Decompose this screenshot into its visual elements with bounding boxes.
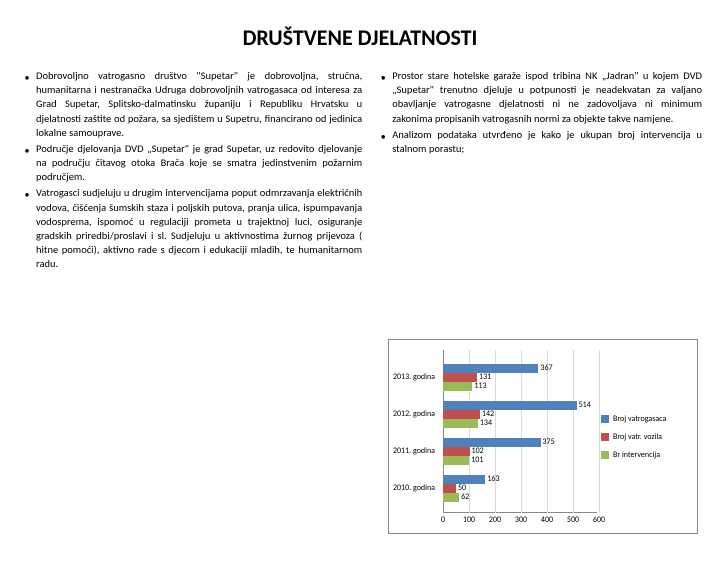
chart-gridline <box>547 350 548 513</box>
chart-gridline <box>521 350 522 513</box>
bullet-item: • Analizom podataka utvrđeno je kako je … <box>374 128 702 156</box>
chart-x-tick: 300 <box>515 515 527 525</box>
bullet-text: Područje djelovanja DVD „Supetar" je gra… <box>36 142 362 185</box>
bullet-item: • Područje djelovanja DVD „Supetar" je g… <box>18 142 362 185</box>
chart-bar <box>443 401 577 410</box>
chart-legend-item: Broj vatrogasaca <box>601 414 693 424</box>
bullet-dot-icon: • <box>374 69 392 126</box>
chart-bar <box>443 447 470 456</box>
chart-gridline <box>573 350 574 513</box>
chart-bar <box>443 438 541 447</box>
chart-bar-label: 101 <box>469 455 483 465</box>
chart-legend-label: Br intervencija <box>613 450 660 460</box>
bullet-text: Vatrogasci sudjeluju u drugim intervenci… <box>36 186 362 271</box>
chart-bar <box>443 419 478 428</box>
chart-bar-label: 367 <box>538 363 552 373</box>
chart-legend-swatch <box>601 415 609 423</box>
chart-bar <box>443 410 480 419</box>
right-column: • Prostor stare hotelske garaže ispod tr… <box>368 69 702 273</box>
chart-plot-area: 01002003004005006002013. godina367131113… <box>389 340 601 533</box>
chart-x-tick: 100 <box>463 515 475 525</box>
bullet-dot-icon: • <box>18 142 36 185</box>
chart-x-tick: 500 <box>567 515 579 525</box>
chart-y-category: 2012. godina <box>389 409 439 419</box>
interventions-chart: 01002003004005006002013. godina367131113… <box>388 339 698 534</box>
chart-gridline <box>495 350 496 513</box>
bullet-item: • Prostor stare hotelske garaže ispod tr… <box>374 69 702 126</box>
bullet-dot-icon: • <box>18 69 36 140</box>
chart-bar-label: 113 <box>472 381 486 391</box>
chart-gridline <box>599 350 600 513</box>
chart-legend-item: Broj vatr. vozila <box>601 432 693 442</box>
content-columns: • Dobrovoljno vatrogasno društvo "Supeta… <box>0 69 720 273</box>
page-title: DRUŠTVENE DJELATNOSTI <box>0 24 720 51</box>
chart-bar-label: 163 <box>485 474 499 484</box>
bullet-text: Prostor stare hotelske garaže ispod trib… <box>392 69 702 126</box>
chart-bar-label: 375 <box>541 437 555 447</box>
chart-bar <box>443 456 469 465</box>
chart-legend-label: Broj vatr. vozila <box>613 432 662 442</box>
chart-bar-label: 62 <box>459 492 469 502</box>
chart-x-tick: 600 <box>593 515 605 525</box>
chart-x-tick: 400 <box>541 515 553 525</box>
left-column: • Dobrovoljno vatrogasno društvo "Supeta… <box>18 69 368 273</box>
chart-x-tick: 0 <box>441 515 445 525</box>
chart-bar <box>443 493 459 502</box>
chart-x-tick: 200 <box>489 515 501 525</box>
bullet-item: • Dobrovoljno vatrogasno društvo "Supeta… <box>18 69 362 140</box>
chart-bar <box>443 484 456 493</box>
chart-legend-swatch <box>601 451 609 459</box>
chart-y-category: 2010. godina <box>389 483 439 493</box>
chart-bar <box>443 382 472 391</box>
bullet-dot-icon: • <box>18 186 36 271</box>
chart-legend: Broj vatrogasaca Broj vatr. vozila Br inte… <box>601 340 697 533</box>
chart-legend-item: Br intervencija <box>601 450 693 460</box>
chart-bar-label: 514 <box>577 400 591 410</box>
chart-y-category: 2011. godina <box>389 446 439 456</box>
bullet-dot-icon: • <box>374 128 392 156</box>
chart-x-axis: 0100200300400500600 <box>443 515 597 529</box>
bullet-text: Dobrovoljno vatrogasno društvo "Supetar"… <box>36 69 362 140</box>
chart-legend-label: Broj vatrogasaca <box>613 414 666 424</box>
chart-legend-swatch <box>601 433 609 441</box>
chart-y-category: 2013. godina <box>389 372 439 382</box>
chart-bar-label: 134 <box>478 418 492 428</box>
bullet-item: • Vatrogasci sudjeluju u drugim interven… <box>18 186 362 271</box>
bullet-text: Analizom podataka utvrđeno je kako je uk… <box>392 128 702 156</box>
